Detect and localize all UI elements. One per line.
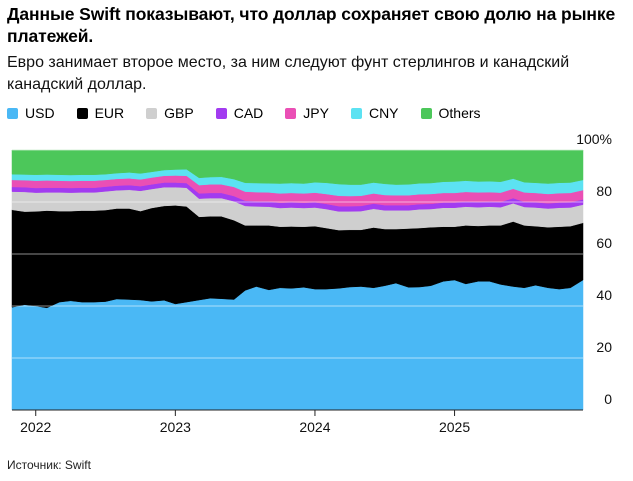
legend-item-cny: CNY [350, 105, 399, 121]
x-tick-label-2023: 2023 [160, 419, 191, 435]
legend-swatch-others [420, 107, 432, 119]
x-tick-label-2024: 2024 [299, 419, 330, 435]
source-note: Источник: Swift [7, 458, 91, 472]
y-tick-label-100: 100% [576, 131, 612, 147]
legend-swatch-cny [350, 107, 362, 119]
legend-swatch-gbp [146, 107, 158, 119]
chart-legend: USD EUR GBP CAD JPY CNY Others [7, 103, 503, 123]
legend-swatch-eur [76, 107, 88, 119]
legend-item-eur: EUR [76, 105, 125, 121]
y-tick-label-40: 40 [596, 287, 612, 303]
y-tick-label-0: 0 [604, 391, 612, 407]
chart-subtitle: Евро занимает второе место, за ним следу… [7, 54, 570, 93]
legend-label-cny: CNY [368, 105, 399, 121]
x-tick-label-2025: 2025 [439, 419, 470, 435]
legend-swatch-usd [7, 107, 18, 119]
stacked-area-chart: 0 20 40 60 80 100% 2022 2023 2024 2025 [11, 131, 612, 435]
x-tick-label-2022: 2022 [20, 419, 51, 435]
legend-label-others: Others [438, 105, 481, 121]
y-tick-label-20: 20 [596, 339, 612, 355]
chart-title: Данные Swift показывают, что доллар сохр… [7, 4, 616, 46]
legend-swatch-cad [215, 107, 227, 119]
legend-label-usd: USD [25, 105, 55, 121]
legend-item-cad: CAD [215, 105, 264, 121]
legend-label-eur: EUR [94, 105, 125, 121]
legend-item-gbp: GBP [146, 105, 194, 121]
legend-item-others: Others [420, 105, 481, 121]
y-tick-label-80: 80 [596, 183, 612, 199]
legend-label-jpy: JPY [303, 105, 329, 121]
legend-label-cad: CAD [233, 105, 264, 121]
legend-swatch-jpy [285, 107, 297, 119]
y-tick-label-60: 60 [596, 235, 612, 251]
legend-item-usd: USD [7, 105, 55, 121]
legend-label-gbp: GBP [164, 105, 194, 121]
legend-item-jpy: JPY [285, 105, 329, 121]
